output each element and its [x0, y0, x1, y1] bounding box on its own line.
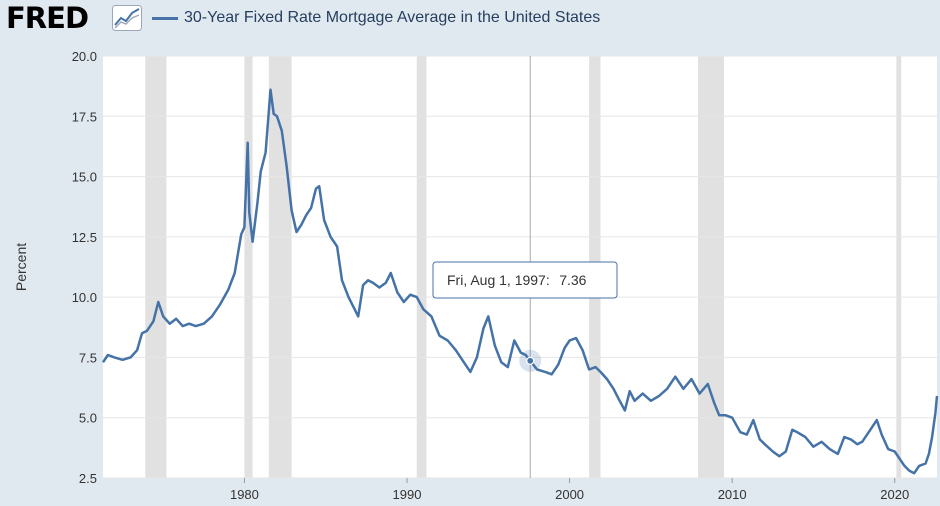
- series-title: 30-Year Fixed Rate Mortgage Average in t…: [184, 9, 601, 26]
- x-tick-label: 2000: [555, 487, 584, 502]
- gridlines: [103, 55, 937, 479]
- y-tick-label: 15.0: [72, 170, 97, 185]
- y-tick-label: 7.5: [79, 350, 97, 365]
- recession-bar: [268, 56, 292, 478]
- recession-bar: [145, 56, 167, 478]
- y-tick-label: 10.0: [72, 290, 97, 305]
- tooltip-box: [432, 261, 618, 299]
- tooltip: Fri, Aug 1, 1997: 7.36: [432, 261, 618, 299]
- chart-plot: 2.5 5.0 7.5 10.0 12.5 15.0 17.5 20.0 1980 1990 200…: [13, 49, 939, 502]
- y-tick-label: 5.0: [79, 411, 97, 426]
- tooltip-date: Fri, Aug 1, 1997:: [447, 272, 550, 288]
- tooltip-value: 7.36: [559, 272, 586, 288]
- y-axis-title: Percent: [13, 243, 29, 291]
- hover-marker: [519, 349, 542, 372]
- recession-bar: [896, 56, 902, 478]
- svg-text:Fri, Aug 1, 1997: 7.36: Fri, Aug 1, 1997: 7.36: [447, 272, 587, 289]
- y-tick-label: 2.5: [79, 471, 97, 486]
- recession-bar: [244, 56, 253, 478]
- x-tick-label: 1980: [230, 487, 259, 502]
- x-tick-label: 2010: [718, 487, 747, 502]
- x-tick-label: 2020: [880, 487, 909, 502]
- series-line[interactable]: [101, 88, 939, 475]
- axis-ticks: 2.5 5.0 7.5 10.0 12.5 15.0 17.5 20.0 1980 1990 200…: [72, 49, 910, 502]
- chart-header: FRED 30-Year Fixed Rate Mortgage Average…: [0, 0, 940, 40]
- x-tick-label: 1990: [393, 487, 422, 502]
- y-tick-label: 17.5: [72, 109, 97, 124]
- fred-logo[interactable]: FRED: [6, 1, 89, 35]
- recession-bar: [698, 56, 725, 478]
- line-chart-icon: [112, 5, 142, 31]
- y-tick-label: 12.5: [72, 230, 97, 245]
- hover-marker-dot: [526, 356, 535, 365]
- y-tick-label: 20.0: [72, 49, 97, 64]
- recession-bar: [416, 56, 427, 478]
- legend-swatch: [152, 17, 178, 20]
